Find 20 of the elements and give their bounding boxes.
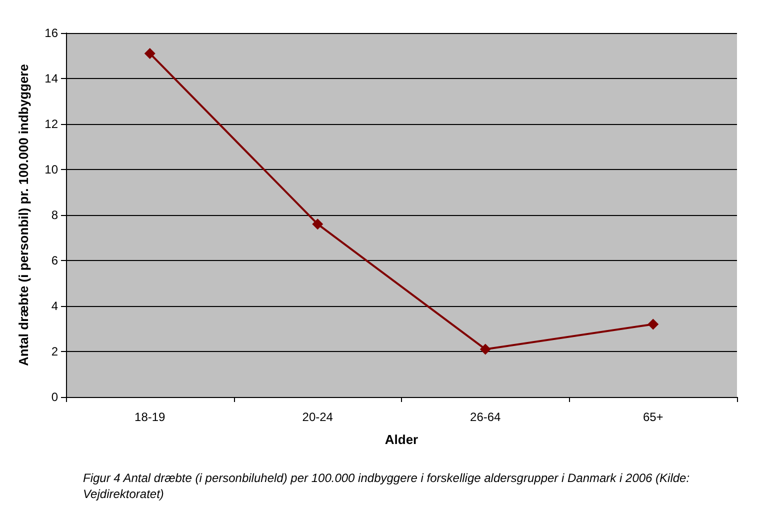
point <box>312 218 324 230</box>
text: Figur 4 Antal dræbte (i personbiluheld) per 100.000 indbyggere i forskellige aldersgrupper i Danmark i 2006 (Kilde: Vejdirektoratet) <box>83 471 693 501</box>
x-tick-label: 20-24 <box>302 410 334 424</box>
y-tick-label: 10 <box>44 162 58 176</box>
y-tick-label: 4 <box>51 299 58 313</box>
y-axis-title: Antal dræbte (i personbil) pr. 100.000 indbyggere <box>16 64 31 366</box>
y-tick-label: 8 <box>51 208 58 222</box>
y-tick-label: 12 <box>44 117 58 131</box>
x-tick-label: 65+ <box>642 410 664 424</box>
point <box>648 318 659 330</box>
y-tick-label: 2 <box>51 344 58 358</box>
y-tick-label: 0 <box>51 390 58 404</box>
y-tick-label: 16 <box>44 26 58 40</box>
point <box>144 48 156 59</box>
y-tick-label: 14 <box>44 72 58 86</box>
y-tick-label: 6 <box>51 254 58 268</box>
x-tick-label: 26-64 <box>470 410 502 424</box>
x-tick-label: 18-19 <box>134 410 166 424</box>
x-axis-title: Alder <box>384 432 418 447</box>
point <box>480 344 491 355</box>
